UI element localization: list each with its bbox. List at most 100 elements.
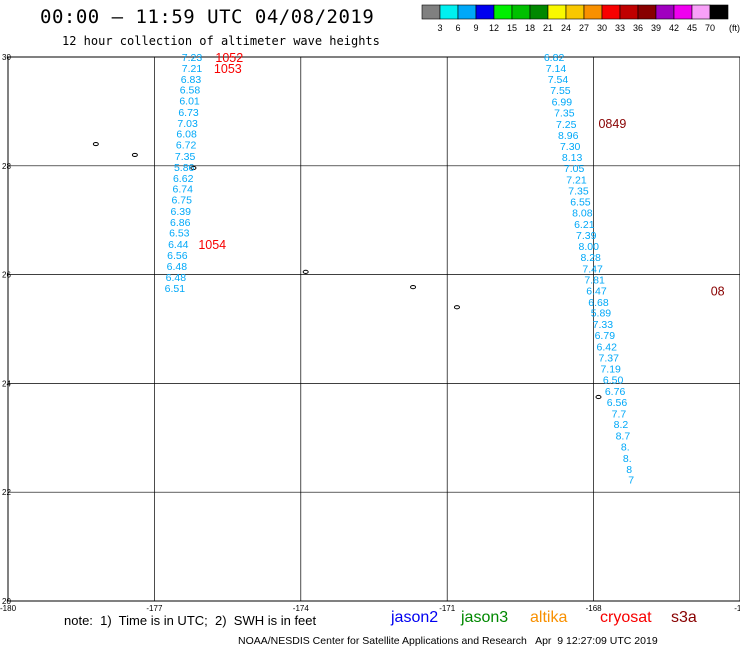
- wave-height-value: 7.55: [550, 85, 571, 97]
- colorbar-label: 70: [705, 23, 715, 33]
- wave-height-value: 6.39: [171, 206, 192, 218]
- wave-height-value: 6.82: [544, 52, 565, 64]
- wave-height-value: 8.00: [579, 241, 600, 253]
- wave-height-value: 6.53: [169, 228, 190, 240]
- wave-height-value: 6.56: [607, 397, 628, 409]
- colorbar-label: 24: [561, 23, 571, 33]
- y-tick-label: 30: [2, 53, 11, 62]
- wave-height-value: 7.05: [564, 163, 585, 175]
- y-tick-label: 24: [2, 379, 11, 388]
- y-tick-label: 26: [2, 271, 11, 280]
- colorbar-swatch: [511, 4, 531, 20]
- wave-height-value: 8.96: [558, 130, 579, 142]
- wave-height-value: 6.48: [166, 272, 187, 284]
- wave-height-value: 7.35: [175, 151, 196, 163]
- wave-height-value: 6.73: [178, 107, 199, 119]
- island-marker: [131, 152, 138, 158]
- colorbar-label: 15: [507, 23, 517, 33]
- island-marker: [92, 141, 99, 147]
- wave-height-value: 7.19: [600, 364, 621, 376]
- wave-height-value: 7.35: [568, 185, 589, 197]
- wave-height-value: 7.7: [612, 408, 627, 420]
- wave-height-value: 6.75: [172, 195, 193, 207]
- colorbar-label: 27: [579, 23, 589, 33]
- y-tick-label: 22: [2, 488, 11, 497]
- colorbar-swatch: [619, 4, 639, 20]
- colorbar-swatch: [457, 4, 477, 20]
- chart-title: 00:00 — 11:59 UTC 04/08/2019: [40, 6, 375, 28]
- colorbar-swatch: [565, 4, 585, 20]
- wave-height-value: 8.7: [616, 431, 631, 443]
- colorbar-label: 45: [687, 23, 697, 33]
- wave-height-labels: 7.237.216.836.586.016.737.036.086.727.35…: [165, 52, 635, 487]
- wave-height-value: 6.50: [603, 375, 624, 387]
- island-marker: [410, 285, 417, 290]
- wave-height-value: 6.58: [180, 85, 201, 97]
- wave-height-value: 8.28: [580, 252, 601, 264]
- satellite-legend-altika: altika: [530, 609, 568, 626]
- colorbar-swatch: [475, 4, 495, 20]
- x-tick-label: -177: [146, 604, 163, 613]
- y-tick-label: 28: [2, 162, 11, 171]
- y-tick-label: 20: [2, 597, 11, 606]
- wave-height-value: 6.99: [552, 97, 573, 109]
- colorbar-label: 21: [543, 23, 553, 33]
- pass-time-label: 0849: [598, 117, 626, 131]
- island-outlines: [92, 141, 602, 400]
- wave-height-value: 6.21: [574, 219, 595, 231]
- chart-subtitle: 12 hour collection of altimeter wave hei…: [62, 34, 380, 48]
- wave-height-value: 7.81: [584, 274, 605, 286]
- wave-height-value: 7.37: [599, 352, 620, 364]
- satellite-legend-cryosat: cryosat: [600, 609, 652, 626]
- x-tick-label: -168: [586, 604, 603, 613]
- colorbar-swatch: [637, 4, 657, 20]
- colorbar-unit: (ft): [729, 23, 740, 33]
- wave-height-value: 8.08: [572, 208, 593, 220]
- wave-height-value: 6.56: [167, 250, 188, 262]
- x-tick-label: -174: [293, 604, 310, 613]
- wave-height-value: 6.01: [179, 96, 200, 108]
- credit-line: NOAA/NESDIS Center for Satellite Applica…: [238, 635, 658, 647]
- wave-height-value: 6.72: [176, 140, 197, 152]
- wave-height-value: 7.25: [556, 119, 577, 131]
- wave-height-value: 5.89: [591, 308, 612, 320]
- colorbar-label: 12: [489, 23, 499, 33]
- wave-height-value: 6.76: [605, 386, 626, 398]
- wave-height-value: 7.21: [182, 63, 203, 75]
- wave-height-value: 7.54: [548, 74, 569, 86]
- wave-height-value: 7.21: [566, 174, 587, 186]
- colorbar-label: 30: [597, 23, 607, 33]
- wave-height-value: 7: [628, 475, 634, 487]
- credit-text: NOAA/NESDIS Center for Satellite Applica…: [238, 635, 527, 647]
- pass-time-label: 08: [711, 284, 725, 298]
- colorbar-swatch: [421, 4, 441, 20]
- wave-height-value: 6.86: [170, 217, 191, 229]
- wave-height-value: 6.62: [173, 173, 194, 185]
- colorbar-swatch: [547, 4, 567, 20]
- colorbar-legend: 3 6 9 12 15 18 21 24 27 30 33 36 39 42 45 70 (ft): [421, 4, 740, 33]
- wave-height-value: 7.39: [576, 230, 597, 242]
- island-marker: [190, 165, 197, 171]
- wave-height-value: 8.2: [614, 419, 629, 431]
- plot-frame: [7, 56, 740, 602]
- colorbar-label: 6: [455, 23, 460, 33]
- colorbar-swatch: [529, 4, 549, 20]
- colorbar-label: 18: [525, 23, 535, 33]
- colorbar-label: 9: [473, 23, 478, 33]
- satellite-legend-jason3: jason3: [461, 609, 509, 626]
- colorbar-swatch: [601, 4, 621, 20]
- colorbar-swatch: [655, 4, 675, 20]
- wave-height-value: 7.33: [593, 319, 614, 331]
- wave-height-value: 6.08: [176, 129, 197, 141]
- wave-height-value: 8.: [623, 453, 632, 465]
- colorbar-label: 39: [651, 23, 661, 33]
- wave-height-value: 8: [626, 464, 632, 476]
- colorbar-swatch: [709, 4, 729, 20]
- x-tick-label: -180: [0, 604, 17, 613]
- wave-height-value: 7.30: [560, 141, 581, 153]
- wave-height-value: 7.03: [177, 118, 198, 130]
- wave-height-value: 6.42: [597, 341, 618, 353]
- island-marker: [453, 305, 460, 310]
- units-note: note: 1) Time is in UTC; 2) SWH is in fe…: [64, 613, 317, 628]
